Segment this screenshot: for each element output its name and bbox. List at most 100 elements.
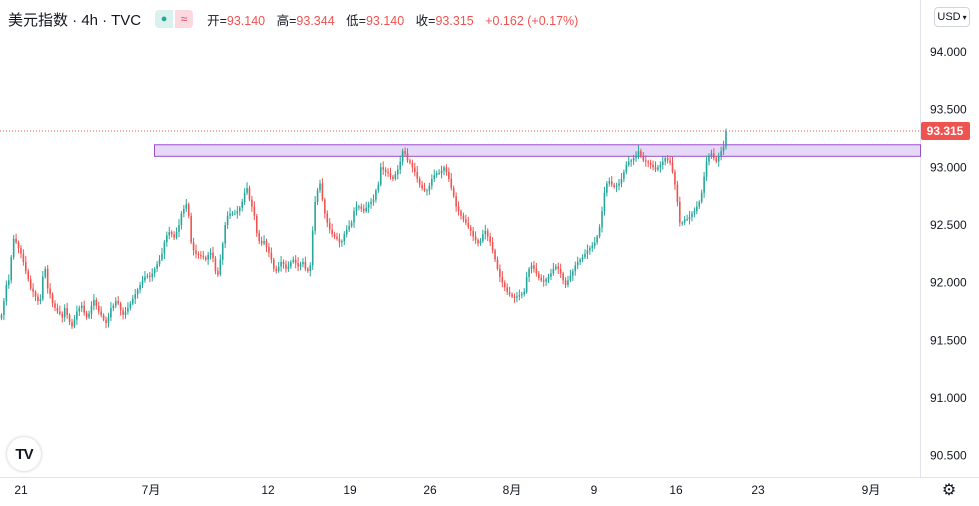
candle-body [384,169,387,172]
candle-body [362,208,365,212]
candle-body [586,250,589,254]
candle-body [178,225,180,232]
candle-body [603,192,606,212]
candle-body [637,151,640,156]
candle-body [547,276,550,280]
candle-body [234,213,236,215]
candle-body [314,201,316,231]
candle-body [581,257,584,260]
chart-header: 美元指数 · 4h · TVC ● ≈ 开=93.140 高=93.344 低=… [8,8,578,30]
candle-body [472,230,474,237]
candle-body [530,265,533,269]
candle-body [255,215,258,234]
x-tick-label: 16 [669,483,683,497]
candle-body [365,207,367,212]
candle-body [669,160,671,163]
candle-body [503,282,506,288]
candle-body [518,295,521,297]
candle-body [348,226,350,230]
candle-body [445,167,448,172]
candle-body [80,305,83,309]
ohlc-change: +0.162 (+0.17%) [485,13,579,28]
candle-body [688,216,691,220]
candle-body [426,190,428,192]
candle-body [693,211,696,214]
candle-body [494,250,496,260]
candle-body [307,268,309,272]
candle-body [676,184,679,202]
candle-body [248,188,251,200]
x-tick-label: 23 [751,483,765,497]
gear-icon[interactable]: ⚙ [941,482,957,499]
candle-body [649,162,652,166]
candle-body [54,303,56,309]
candle-body [285,264,287,269]
candle-body [720,151,722,156]
candle-body [528,268,530,277]
candle-body [433,175,436,179]
candle-body [392,176,394,179]
candle-body [102,314,105,320]
candle-body [440,170,443,174]
candle-body [163,242,166,254]
candle-body [319,183,321,191]
candle-body [501,276,504,283]
wave-icon[interactable]: ≈ [175,10,194,28]
dot-icon[interactable]: ● [155,10,174,28]
candle-body [15,238,17,243]
candle-body [268,246,270,253]
currency-button[interactable]: USD ▾ [934,7,970,27]
candle-body [161,253,163,260]
candle-body [37,296,39,302]
candle-body [516,296,518,298]
candle-body [698,201,701,207]
candle-body [620,178,623,184]
logo-text: TV [15,445,33,463]
candle-body [418,178,421,185]
candle-body [367,204,370,208]
candle-body [46,268,49,289]
candle-body [635,155,637,159]
candle-body [93,299,95,306]
candle-body [506,287,508,292]
candle-body [59,311,61,314]
candle-body [559,268,562,274]
candle-body [49,288,51,295]
symbol-title[interactable]: 美元指数 · 4h · TVC [8,11,142,29]
candle-body [557,266,560,269]
ohlc-low-label: 低= [346,13,366,28]
candle-body [377,184,380,191]
candle-body [85,312,88,318]
y-tick-label: 94.000 [930,45,967,59]
candle-body [17,242,20,249]
candle-body [149,275,151,277]
tradingview-logo[interactable]: TV [7,437,41,471]
candle-body [219,259,222,275]
candle-body [482,234,484,242]
candle-body [375,190,377,200]
candle-body [192,242,195,251]
candle-body [496,259,499,269]
candle-body [450,178,453,189]
candle-body [572,271,574,276]
candle-body [229,213,231,216]
candle-body [173,234,175,238]
indicator-pills[interactable]: ● ≈ [155,10,194,28]
candle-body [12,238,15,258]
y-tick-label: 93.500 [930,103,967,117]
candle-body [717,155,720,162]
candle-body [555,266,557,269]
candle-body [187,204,190,216]
candle-body [241,201,243,208]
candle-body [180,213,183,225]
candle-body [217,271,219,275]
candle-body [90,305,93,314]
candle-body [404,151,406,154]
candle-body [345,229,348,235]
candle-body [294,259,297,264]
candle-body [197,253,200,255]
resistance-zone [154,144,921,157]
candle-body [396,169,399,175]
candle-body [119,303,122,311]
